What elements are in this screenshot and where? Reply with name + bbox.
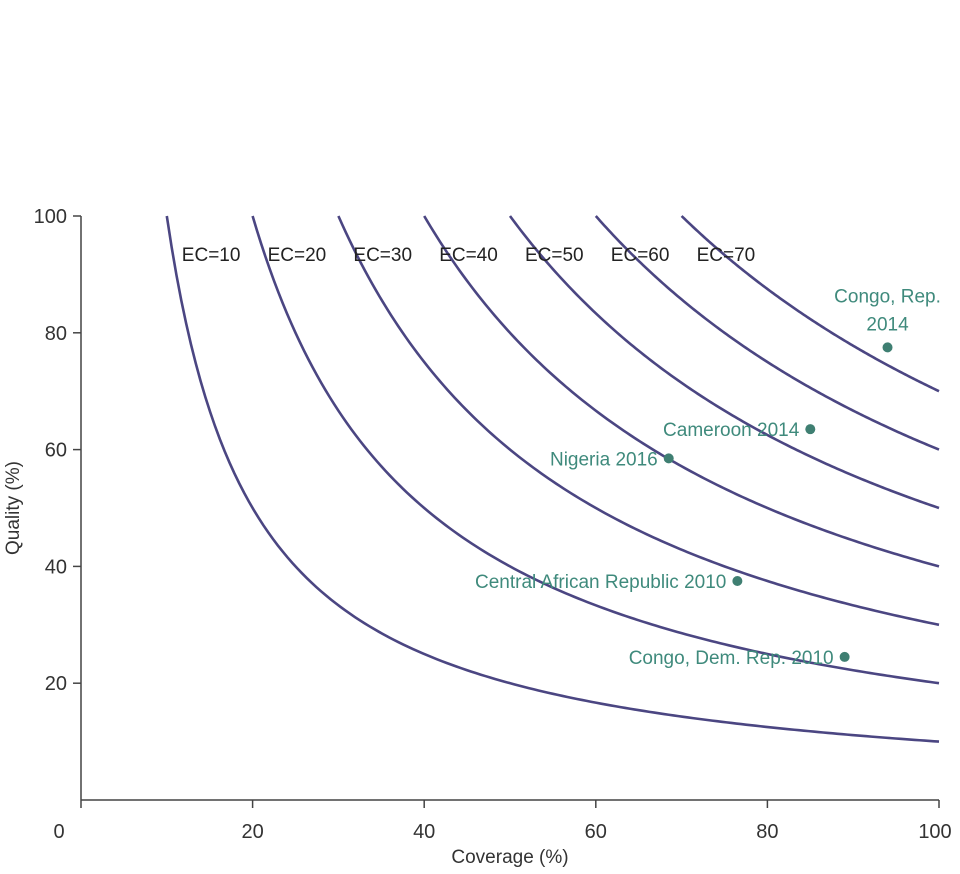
ec-curve-10: [165, 215, 940, 743]
y-axis-title: Quality (%): [3, 461, 24, 555]
data-point-4: [839, 651, 850, 662]
x-axis-title: Coverage (%): [451, 847, 568, 868]
y-tick-label-40: 40: [45, 556, 67, 578]
ec-curve-label-50: EC=50: [525, 245, 584, 266]
x-axis-ticks: 0 20 40 60 80 100: [53, 800, 952, 843]
y-tick-label-100: 100: [34, 206, 67, 228]
x-tick-label-100: 100: [918, 821, 951, 843]
ec-curve-label-20: EC=20: [268, 245, 327, 266]
y-tick-label-20: 20: [45, 673, 67, 695]
y-axis-ticks: 20 40 60 80 100: [34, 206, 81, 695]
ec-curve-labels: EC=10 EC=20 EC=30 EC=40 EC=50 EC=60 EC=70: [182, 245, 755, 266]
ec-curve-30: [337, 215, 940, 627]
axes: [80, 216, 939, 801]
ec-curve-60: [594, 215, 940, 451]
ec-curve-40: [423, 215, 940, 568]
point-label-0-line2: 2014: [866, 314, 909, 335]
ec-curve-label-30: EC=30: [353, 245, 412, 266]
ec-curve-20: [251, 215, 940, 685]
x-tick-label-20: 20: [241, 821, 263, 843]
y-tick-label-80: 80: [45, 323, 67, 345]
ec-curve-label-60: EC=60: [611, 245, 670, 266]
data-point-1: [805, 424, 816, 435]
ec-curve-50: [508, 215, 940, 510]
point-label-2: Nigeria 2016: [550, 449, 658, 470]
y-tick-label-60: 60: [45, 440, 67, 462]
ec-curve-label-70: EC=70: [697, 245, 756, 266]
ec-curves: [165, 215, 940, 743]
x-tick-label-80: 80: [756, 821, 778, 843]
point-label-3: Central African Republic 2010: [475, 572, 726, 593]
x-tick-label-40: 40: [413, 821, 435, 843]
x-tick-label-60: 60: [585, 821, 607, 843]
point-label-0: Congo, Rep.: [834, 286, 941, 307]
point-label-1: Cameroon 2014: [663, 420, 800, 441]
data-point-2: [663, 453, 674, 464]
data-point-3: [732, 576, 743, 586]
data-point-0: [882, 342, 893, 353]
ec-curve-70: [680, 215, 940, 393]
ec-curve-label-10: EC=10: [182, 245, 241, 266]
x-tick-label-0: 0: [53, 821, 64, 843]
point-label-4: Congo, Dem. Rep. 2010: [629, 648, 834, 669]
ec-curve-label-40: EC=40: [439, 245, 498, 266]
